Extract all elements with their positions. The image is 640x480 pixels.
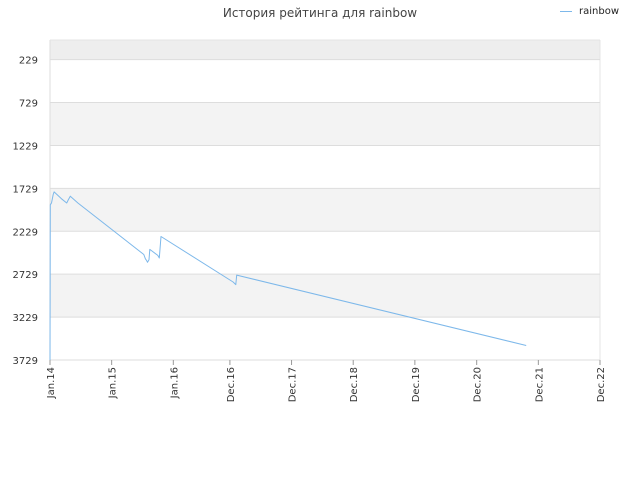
x-tick-label: Jan.15 (108, 367, 119, 399)
plot-band (50, 102, 600, 146)
legend: rainbow (560, 6, 619, 17)
x-tick-label: Jan.16 (169, 367, 180, 399)
plot-band (50, 40, 600, 60)
x-tick-labels: Jan.14 Jan.15 Jan.16 Dec.16 Dec.17 Dec.18 Dec.… (46, 367, 607, 402)
y-tick-label: 3229 (13, 313, 38, 324)
plot-band (50, 145, 600, 189)
y-gridlines (50, 59, 600, 361)
chart-title: История рейтинга для rainbow (222, 6, 418, 20)
y-tick-label: 1229 (13, 141, 38, 152)
y-tick-label: 2229 (13, 227, 38, 238)
y-tick-label: 1729 (13, 184, 38, 195)
plot-band (50, 59, 600, 103)
plot-band (50, 274, 600, 318)
x-tick-label: Dec.21 (534, 367, 545, 402)
legend-line-swatch (560, 11, 572, 12)
plot-bands (49, 39, 601, 360)
y-tick-label: 3729 (13, 356, 38, 367)
legend-label: rainbow (579, 6, 619, 17)
x-tick-label: Dec.17 (288, 367, 299, 402)
x-tick-label: Dec.19 (411, 367, 422, 402)
y-tick-label: 729 (19, 99, 38, 110)
plot-band (50, 231, 600, 275)
series-lines (49, 191, 527, 361)
plot-band (50, 317, 600, 360)
x-tick-label: Jan.14 (46, 367, 57, 399)
series-line-rainbow (49, 191, 527, 361)
plot-band (50, 188, 600, 232)
x-tick-label: Dec.18 (349, 367, 360, 402)
y-tick-label: 2729 (13, 270, 38, 281)
x-tick-label: Dec.22 (596, 367, 607, 402)
y-tick-label: 229 (19, 56, 38, 67)
x-tick-label: Dec.16 (226, 367, 237, 402)
x-tick-label: Dec.20 (473, 367, 484, 402)
y-tick-labels: 229 729 1229 1729 2229 2729 3229 3729 (13, 56, 38, 367)
x-tick-marks (49, 360, 601, 365)
